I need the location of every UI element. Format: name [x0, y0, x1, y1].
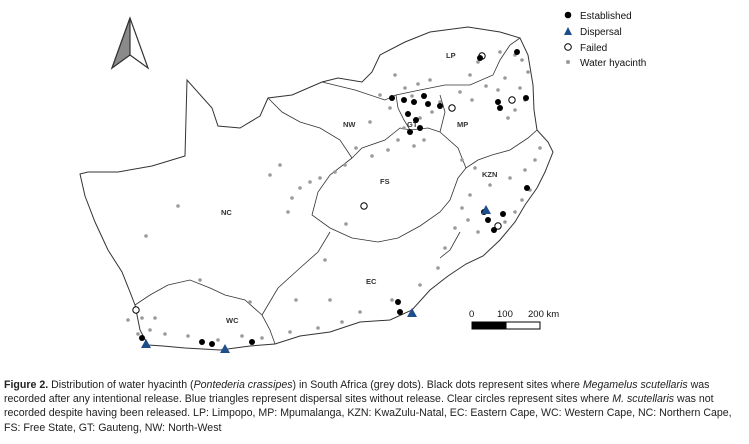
scale-label-0: 0 — [469, 309, 474, 320]
scale-label-100: 100 — [497, 309, 513, 320]
caption-text-3: was recorded after any intentional relea… — [4, 379, 710, 406]
legend-established-label: Established — [580, 11, 632, 22]
water-hyacinth-points — [126, 50, 542, 342]
caption-species-1: Pontederia crassipes — [193, 379, 293, 391]
caption-text-1: Distribution of water hyacinth ( — [48, 379, 194, 391]
scale-label-200: 200 km — [528, 309, 559, 320]
label-mp: MP — [457, 120, 468, 129]
legend-dispersal-label: Dispersal — [580, 27, 622, 38]
map-legend: Established Dispersal Failed Water hyaci… — [564, 11, 646, 69]
caption-text-2: ) in South Africa (grey dots). Black dot… — [292, 379, 583, 391]
label-fs: FS — [380, 177, 390, 186]
label-nc: NC — [221, 208, 232, 217]
label-nw: NW — [343, 120, 356, 129]
figure-caption: Figure 2. Distribution of water hyacinth… — [4, 378, 745, 435]
caption-species-2: Megamelus scutellaris — [582, 379, 688, 391]
distribution-map: LP MP NW GT FS KZN NC EC WC — [79, 11, 646, 353]
dispersal-points — [141, 205, 491, 353]
legend-failed-label: Failed — [580, 43, 607, 54]
caption-species-3: M. scutellaris — [612, 393, 675, 406]
scale-bar: 0 100 200 km — [469, 309, 559, 330]
label-ec: EC — [366, 277, 377, 286]
figure-label: Figure 2. — [4, 379, 49, 391]
label-kzn: KZN — [482, 170, 497, 179]
province-boundaries — [134, 37, 538, 345]
north-arrow-icon — [110, 16, 150, 70]
legend-water-hyacinth-label: Water hyacinth — [580, 58, 646, 69]
caption-text-4: was not recorded despite having been rel… — [4, 393, 732, 434]
south-africa-outline — [79, 26, 554, 351]
label-wc: WC — [226, 316, 239, 325]
label-lp: LP — [446, 51, 456, 60]
label-gt: GT — [407, 120, 418, 129]
